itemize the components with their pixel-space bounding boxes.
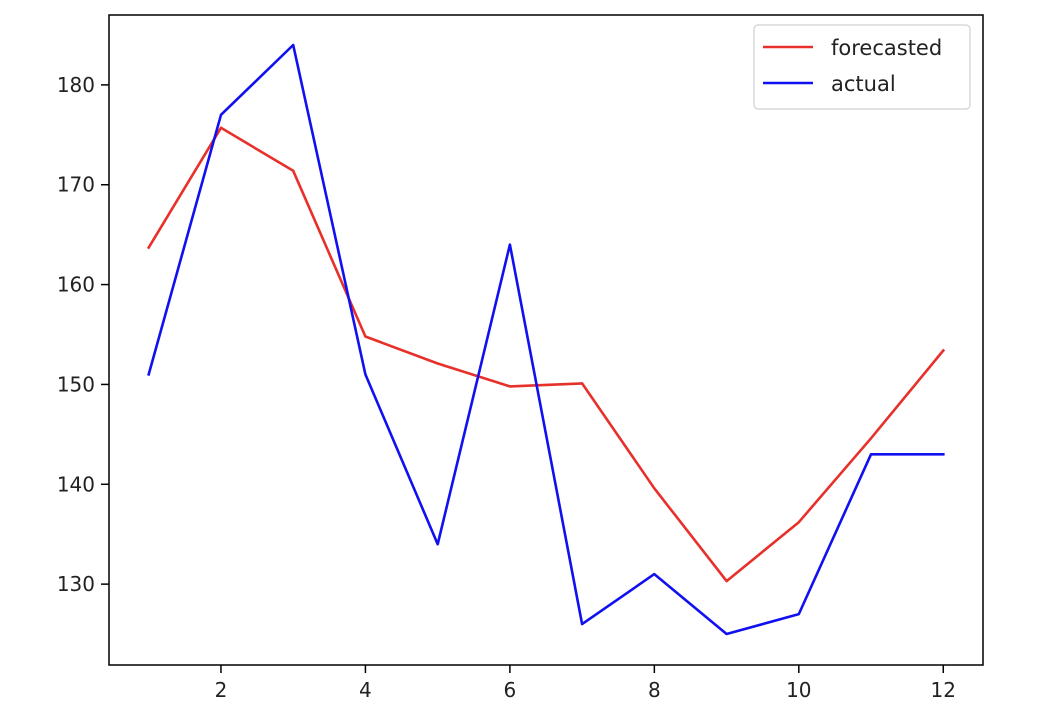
x-tick-label: 10 (786, 678, 811, 702)
x-axis: 2 4 6 8 10 12 (215, 665, 956, 702)
series-layer (146, 43, 946, 636)
x-tick-label: 8 (648, 678, 661, 702)
y-tick-label: 130 (57, 572, 95, 596)
legend-label-actual: actual (831, 72, 896, 96)
series-line-actual (147, 43, 945, 636)
x-tick-label: 6 (504, 678, 517, 702)
y-tick-label: 140 (57, 472, 95, 496)
plot-frame (108, 14, 984, 666)
legend-label-forecasted: forecasted (831, 36, 942, 60)
series-line-forecasted (146, 126, 946, 583)
y-tick-label: 160 (57, 273, 95, 297)
y-tick-label: 150 (57, 372, 95, 396)
legend: forecasted actual (753, 24, 971, 110)
y-tick-label: 180 (57, 73, 95, 97)
y-axis: 130 140 150 160 170 180 (57, 73, 109, 596)
x-tick-label: 12 (931, 678, 956, 702)
x-tick-label: 2 (215, 678, 228, 702)
x-tick-label: 4 (359, 678, 372, 702)
y-tick-label: 170 (57, 173, 95, 197)
